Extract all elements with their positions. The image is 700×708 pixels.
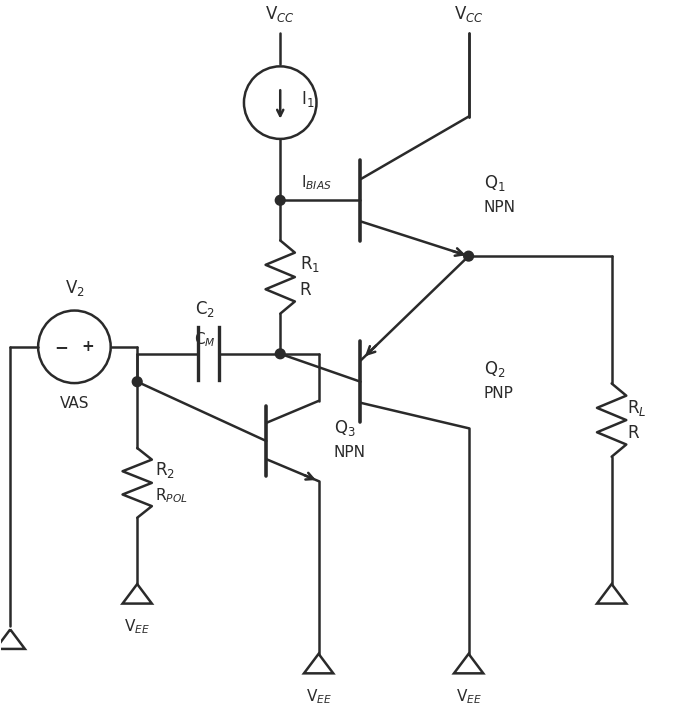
Text: V$_{EE}$: V$_{EE}$ [124, 617, 150, 636]
Text: V$_{EE}$: V$_{EE}$ [306, 687, 332, 706]
Circle shape [275, 349, 285, 359]
Text: +: + [81, 339, 94, 354]
Text: −: − [54, 338, 68, 356]
Text: I$_{BIAS}$: I$_{BIAS}$ [301, 173, 332, 192]
Text: I$_1$: I$_1$ [301, 89, 314, 109]
Text: V$_{CC}$: V$_{CC}$ [265, 4, 295, 25]
Text: C$_M$: C$_M$ [195, 331, 216, 350]
Text: R$_1$: R$_1$ [300, 254, 320, 275]
Text: R$_{POL}$: R$_{POL}$ [155, 486, 188, 505]
Text: C$_2$: C$_2$ [195, 299, 215, 319]
Circle shape [275, 195, 285, 205]
Text: V$_2$: V$_2$ [64, 278, 84, 298]
Text: VAS: VAS [60, 396, 89, 411]
Text: Q$_1$: Q$_1$ [484, 173, 505, 193]
Circle shape [132, 377, 142, 387]
Text: R$_2$: R$_2$ [155, 460, 174, 480]
Text: R: R [300, 280, 312, 299]
Text: R$_L$: R$_L$ [627, 397, 647, 418]
Text: V$_{EE}$: V$_{EE}$ [456, 687, 482, 706]
Text: Q$_3$: Q$_3$ [334, 418, 356, 438]
Text: NPN: NPN [484, 200, 516, 215]
Text: V$_{CC}$: V$_{CC}$ [454, 4, 484, 25]
Circle shape [463, 251, 473, 261]
Text: NPN: NPN [334, 445, 366, 460]
Text: R: R [627, 423, 638, 442]
Text: PNP: PNP [484, 386, 514, 401]
Text: Q$_2$: Q$_2$ [484, 359, 505, 379]
